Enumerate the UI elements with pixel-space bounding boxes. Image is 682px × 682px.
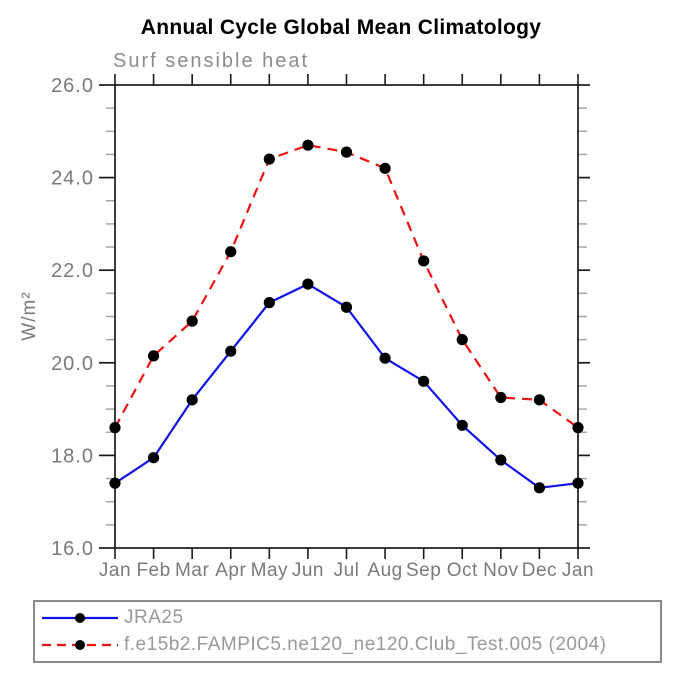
x-axis-tick-label: Oct: [447, 560, 478, 581]
data-point-marker: [147, 350, 160, 362]
x-axis-tick-label: Jan: [99, 560, 131, 581]
data-point-marker: [533, 482, 546, 494]
data-point-marker: [572, 422, 584, 434]
y-axis-tick-label: 22.0: [51, 260, 94, 282]
data-point-marker: [109, 477, 121, 489]
data-point-marker: [495, 454, 507, 466]
data-point-marker: [186, 394, 198, 406]
data-point-marker: [456, 419, 468, 431]
series-line-jra25: [114, 282, 579, 489]
data-point-marker: [147, 452, 160, 464]
data-point-marker: [340, 301, 353, 313]
x-axis-tick-label: Feb: [136, 560, 170, 581]
data-point-marker: [340, 146, 353, 158]
data-point-marker: [418, 255, 430, 267]
x-axis-tick-label: Aug: [367, 560, 402, 581]
y-axis-tick-label: 16.0: [51, 538, 94, 560]
x-axis-tick-label: Apr: [215, 560, 246, 581]
legend: JRA25 f.e15b2.FAMPIC5.ne120_ne120.Club_T…: [33, 600, 662, 663]
data-point-marker: [379, 352, 391, 364]
legend-label-model: f.e15b2.FAMPIC5.ne120_ne120.Club_Test.00…: [124, 634, 607, 656]
legend-item-model: f.e15b2.FAMPIC5.ne120_ne120.Club_Test.00…: [40, 633, 660, 657]
data-point-marker: [302, 278, 314, 290]
series-line-model: [114, 144, 579, 429]
legend-line-sample-solid: [42, 612, 118, 623]
data-point-marker: [186, 315, 198, 327]
data-point-marker: [533, 394, 546, 406]
chart-subtitle: Surf sensible heat: [113, 50, 310, 72]
legend-marker-icon: [75, 640, 85, 651]
data-point-marker: [302, 139, 314, 151]
data-point-marker: [495, 391, 507, 404]
data-point-marker: [379, 162, 391, 174]
data-point-marker: [572, 477, 584, 489]
data-point-marker: [456, 334, 468, 346]
x-axis-tick-label: Mar: [175, 560, 209, 581]
data-point-marker: [109, 422, 121, 434]
y-axis-tick-label: 26.0: [51, 75, 94, 97]
legend-line-sample-dashed: [42, 640, 118, 651]
legend-item-jra25: JRA25: [40, 606, 660, 630]
data-point-marker: [418, 375, 430, 387]
legend-marker-icon: [75, 612, 85, 623]
y-axis-tick-label: 24.0: [51, 168, 94, 190]
x-axis-tick-label: Sep: [406, 560, 441, 581]
x-axis-tick-label: Jun: [292, 560, 324, 581]
legend-label-jra25: JRA25: [124, 606, 184, 628]
x-axis-tick-label: Jul: [334, 560, 360, 581]
data-point-marker: [263, 153, 275, 165]
data-point-marker: [263, 297, 275, 309]
y-axis-tick-label: 18.0: [51, 445, 94, 467]
y-axis-tick-label: 20.0: [51, 353, 94, 375]
chart-title: Annual Cycle Global Mean Climatology: [140, 16, 542, 39]
plot-frame: [114, 84, 579, 549]
x-axis-tick-label: May: [251, 560, 288, 581]
data-point-marker: [225, 246, 237, 258]
x-axis-tick-label: Dec: [522, 560, 557, 581]
x-axis-tick-label: Jan: [562, 560, 594, 581]
data-point-marker: [225, 345, 237, 357]
x-axis-tick-label: Nov: [483, 560, 518, 581]
